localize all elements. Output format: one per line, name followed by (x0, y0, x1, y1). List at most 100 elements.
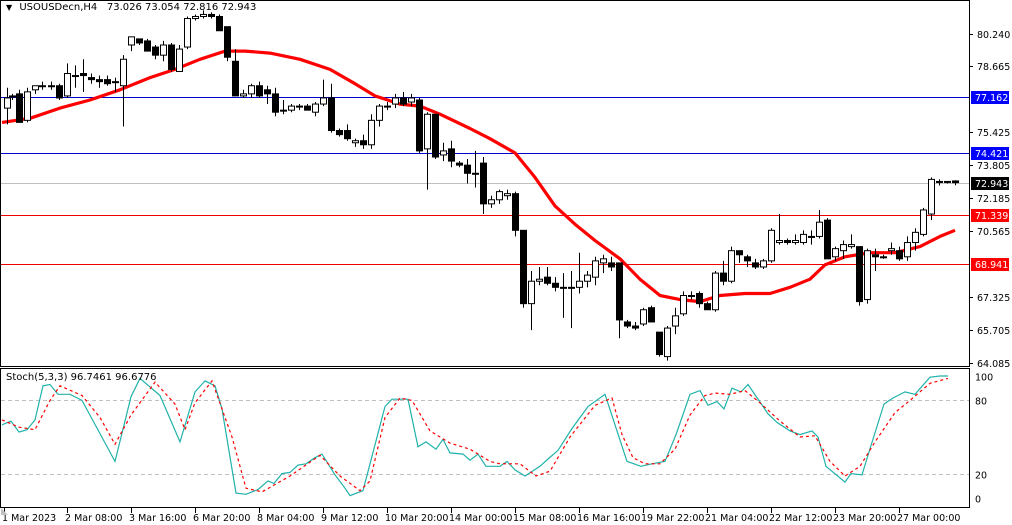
candle (352, 138, 359, 147)
candlesticks (4, 10, 959, 361)
svg-text:72.943: 72.943 (975, 179, 1008, 190)
candle (712, 271, 719, 312)
candle (376, 104, 383, 127)
time-tick-label: 19 Mar 22:00 (641, 513, 704, 524)
candle (816, 209, 823, 239)
candle (656, 331, 663, 357)
time-tick-label: 9 Mar 12:00 (321, 513, 378, 524)
stochastic-lines (1, 375, 969, 497)
candle (608, 256, 615, 272)
candle (104, 75, 111, 86)
candle (512, 191, 519, 237)
candle (368, 114, 375, 149)
candle (168, 42, 175, 72)
candle (208, 12, 215, 19)
candle (560, 273, 567, 318)
candle (488, 195, 495, 208)
candle (416, 97, 423, 153)
candle (672, 307, 679, 335)
time-tick-label: 1 Mar 2023 (2, 513, 56, 524)
candle (480, 157, 487, 215)
candle (136, 38, 143, 45)
candle (72, 65, 79, 88)
candle (872, 248, 879, 272)
price-tick-label: 64.085 (977, 359, 1010, 370)
price-tick-label: 72.185 (977, 194, 1010, 205)
candle (704, 301, 711, 311)
candle (536, 266, 543, 286)
time-tick-label: 3 Mar 16:00 (129, 513, 186, 524)
time-tick-label: 15 Mar 08:00 (513, 513, 576, 524)
price-axis: 80.240 78.665 75.425 73.805 72.185 70.565 67.3… (969, 30, 1010, 370)
candle (80, 59, 87, 92)
candle (640, 307, 647, 327)
candle (912, 228, 919, 251)
candle (456, 161, 463, 168)
time-tick-label: 8 Mar 04:00 (257, 513, 314, 524)
candle (808, 230, 815, 245)
candle (952, 180, 959, 186)
candle (9, 93, 16, 100)
candle (760, 258, 767, 270)
candle (792, 234, 799, 245)
candle (496, 189, 503, 204)
candle (288, 104, 295, 113)
time-tick-label: 10 Mar 20:00 (385, 513, 448, 524)
candle (384, 102, 391, 111)
ohlc-values: 73.026 73.054 72.816 72.943 (106, 2, 257, 13)
time-tick-label: 22 Mar 12:00 (769, 513, 832, 524)
candle (632, 321, 639, 331)
time-tick-label: 14 Mar 00:00 (449, 513, 512, 524)
candle (904, 236, 911, 261)
corner-scroll-marker-icon[interactable] (1, 508, 8, 515)
price-tick-label: 65.705 (977, 326, 1010, 337)
svg-text:68.941: 68.941 (975, 260, 1008, 271)
candle (176, 44, 183, 72)
stoch-tick-label: 0 (975, 495, 981, 506)
stoch-tick-label: 100 (975, 373, 993, 384)
candle (848, 234, 855, 249)
chart-header[interactable]: ▼ USOUSDecn,H4 73.026 73.054 72.816 72.9… (6, 2, 256, 13)
candle (928, 177, 935, 221)
candle (360, 134, 367, 149)
candle (688, 291, 695, 300)
candle (152, 44, 159, 60)
time-tick-label: 23 Mar 20:00 (833, 513, 896, 524)
candle (272, 87, 279, 117)
candle (224, 26, 231, 62)
stoch-main-line (1, 375, 948, 497)
candle (888, 242, 895, 255)
candle (944, 180, 951, 184)
candle (464, 159, 471, 184)
candle (936, 179, 943, 186)
ma-polyline (1, 49, 956, 304)
time-tick-label: 27 Mar 00:00 (897, 513, 960, 524)
candle (64, 63, 71, 98)
candle (784, 238, 791, 245)
candle (184, 16, 191, 50)
candle (728, 246, 735, 284)
svg-text:77.162: 77.162 (975, 93, 1008, 104)
candle (768, 228, 775, 263)
candle (48, 81, 55, 90)
candle (432, 113, 439, 160)
triangle-down-icon[interactable]: ▼ (6, 3, 13, 12)
candle (144, 38, 151, 52)
candle (400, 91, 407, 107)
candle (584, 271, 591, 288)
candle (128, 36, 135, 52)
candle (440, 142, 447, 162)
stoch-tick-label: 20 (975, 471, 987, 482)
candle (320, 79, 327, 107)
candle (24, 87, 31, 123)
svg-text:71.339: 71.339 (975, 211, 1008, 222)
candle (824, 218, 831, 260)
candle (4, 87, 11, 125)
candle (112, 77, 119, 92)
candle (472, 150, 479, 188)
candle (680, 291, 687, 316)
price-tick-label: 75.425 (977, 128, 1010, 139)
candle (280, 99, 287, 115)
stoch-axis: 100 80 20 0 (975, 373, 993, 506)
